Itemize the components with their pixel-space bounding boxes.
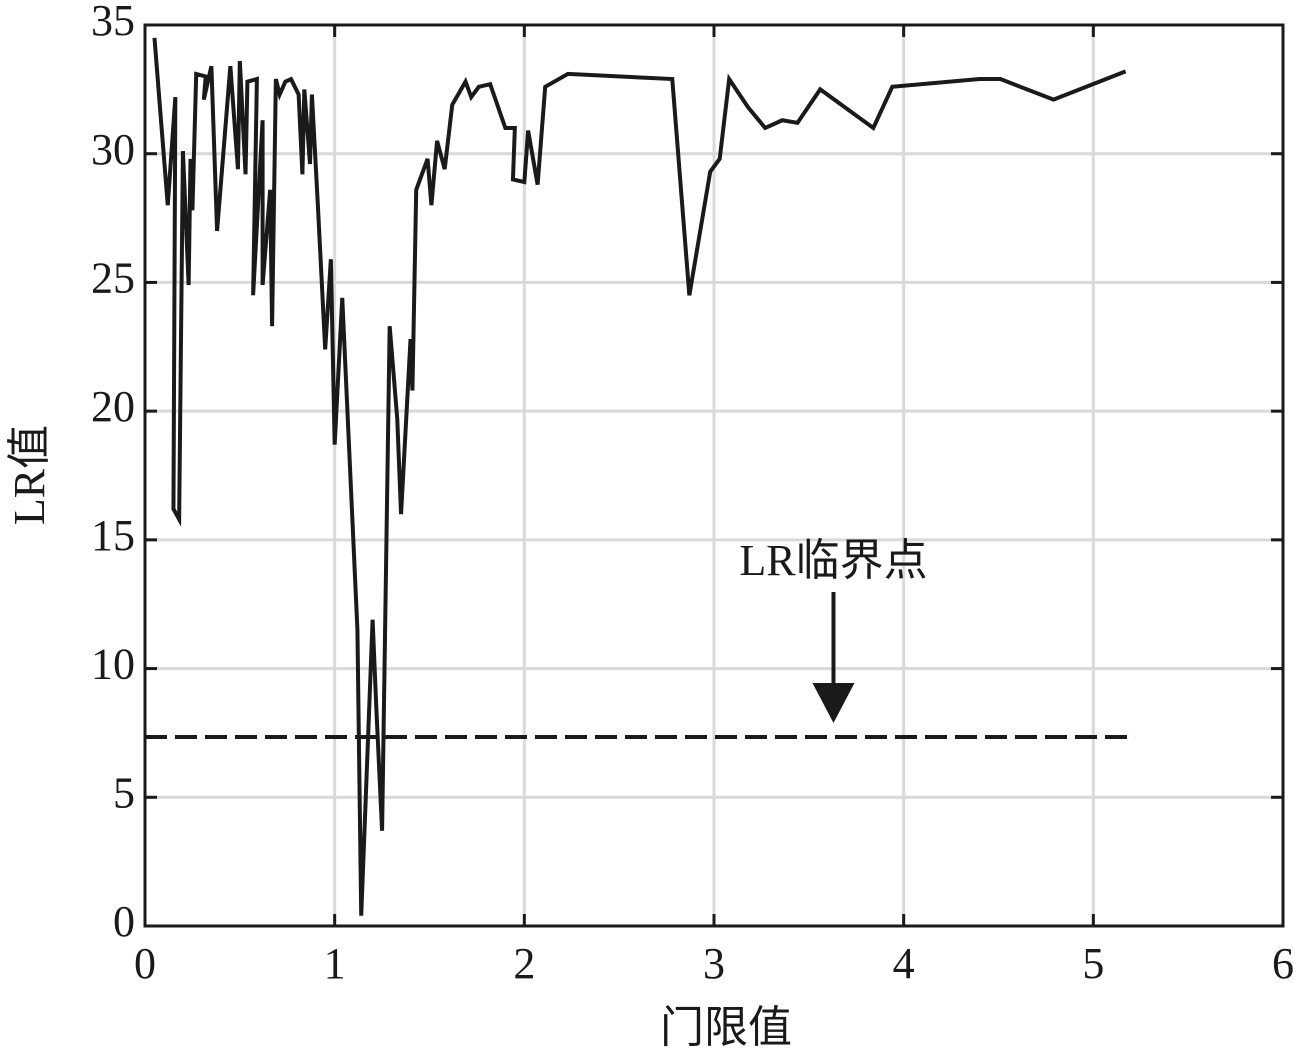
x-tick-label: 0 <box>134 939 156 988</box>
plot-frame <box>143 23 1285 928</box>
annotation-arrowhead <box>812 683 855 724</box>
x-tick-label: 1 <box>324 939 346 988</box>
y-tick-label: 35 <box>91 0 135 45</box>
y-tick-label: 30 <box>91 125 135 174</box>
y-tick-label: 25 <box>91 254 135 303</box>
x-tick-label: 4 <box>893 939 915 988</box>
x-axis-label: 门限值 <box>660 1003 792 1052</box>
x-tick-label: 3 <box>703 939 725 988</box>
x-tick-label: 5 <box>1082 939 1104 988</box>
y-tick-label: 15 <box>91 511 135 560</box>
y-axis-label: LR值 <box>5 425 54 525</box>
x-tick-label: 2 <box>513 939 535 988</box>
x-tick-label: 6 <box>1272 939 1294 988</box>
y-tick-label: 10 <box>91 640 135 689</box>
annotation-text: LR临界点 <box>739 536 927 585</box>
y-tick-label: 20 <box>91 382 135 431</box>
y-tick-label: 0 <box>113 897 135 946</box>
y-tick-label: 5 <box>113 768 135 817</box>
data-line <box>152 37 1127 916</box>
